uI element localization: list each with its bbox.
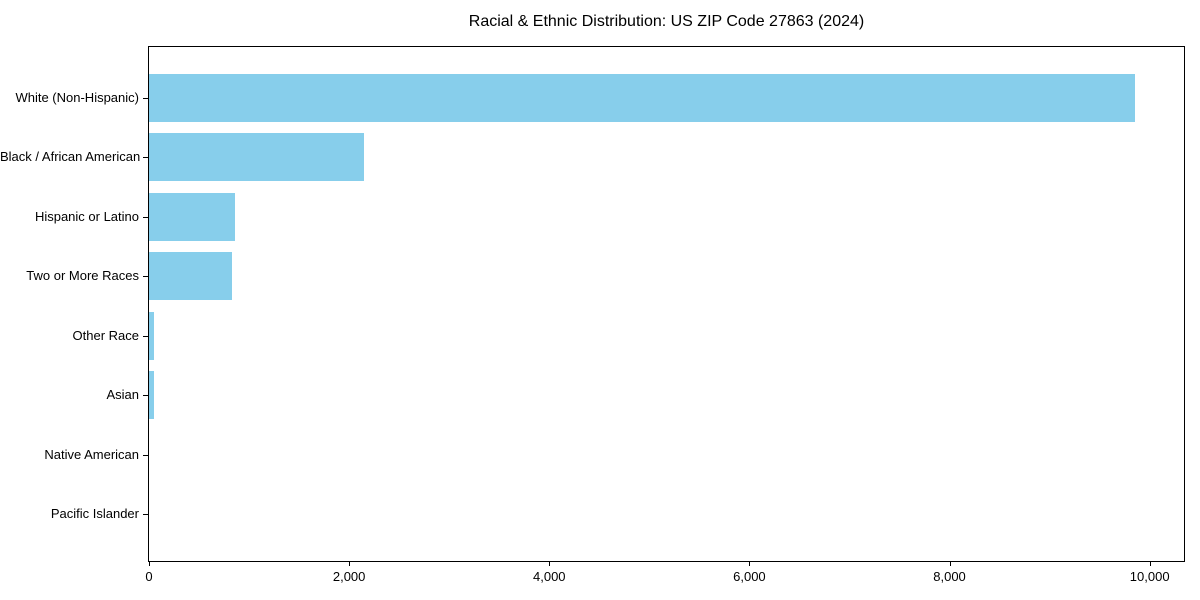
x-tick-mark: [549, 561, 551, 566]
x-tick-mark: [749, 561, 751, 566]
y-tick-mark: [143, 97, 148, 99]
x-tick-label: 0: [145, 569, 153, 584]
y-tick-label: Two or More Races: [26, 268, 139, 283]
x-tick-label: 8,000: [933, 569, 966, 584]
x-tick-label: 4,000: [532, 569, 566, 584]
y-tick-mark: [143, 514, 148, 515]
x-tick-label: 2,000: [332, 569, 366, 584]
y-tick-label: Other Race: [72, 327, 139, 343]
x-tick-mark: [349, 561, 351, 566]
x-tick-label: 10,000: [1129, 569, 1170, 584]
y-tick-mark: [143, 157, 148, 158]
y-tick-mark: [143, 216, 148, 218]
bar-asian: [149, 371, 154, 419]
x-tick-label: 6,000: [733, 569, 766, 584]
x-tick-mark: [149, 561, 150, 566]
x-tick-mark: [949, 561, 951, 566]
bar-white-non-hispanic: [149, 73, 1135, 122]
bar-two-or-more-races: [149, 252, 232, 300]
chart-title: Racial & Ethnic Distribution: US ZIP Cod…: [468, 13, 865, 30]
y-tick-label: Hispanic or Latino: [34, 208, 139, 224]
y-tick-label: Native American: [44, 446, 139, 462]
y-tick-mark: [143, 454, 148, 456]
y-tick-mark: [143, 395, 148, 396]
y-tick-label: Pacific Islander: [50, 506, 139, 521]
y-tick-label: Black / African American: [0, 149, 141, 164]
bar-hispanic-or-latino: [149, 192, 235, 241]
y-tick-mark: [143, 276, 148, 277]
y-tick-label: Asian: [106, 387, 139, 402]
y-tick-label: White (Non-Hispanic): [15, 89, 139, 105]
y-tick-mark: [143, 335, 148, 337]
bar-black-african-american: [149, 133, 364, 181]
x-tick-mark: [1149, 561, 1151, 566]
plot-area: White (Non-Hispanic) Black / African Amer…: [0, 46, 1185, 584]
bar-other-race: [149, 311, 154, 360]
